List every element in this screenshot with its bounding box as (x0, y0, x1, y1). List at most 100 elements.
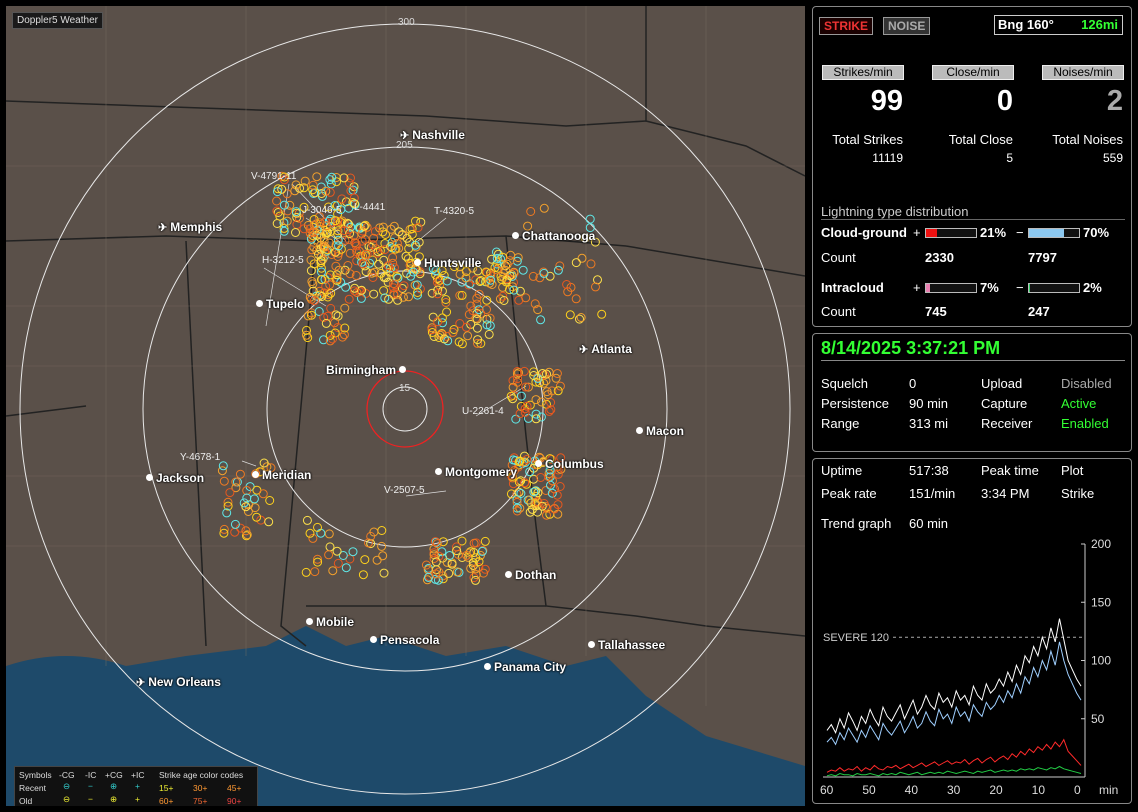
strike-marker (525, 507, 535, 517)
close-per-min-button[interactable]: Close/min (932, 65, 1014, 80)
strike-marker (471, 275, 481, 285)
plot-value[interactable]: Strike (1061, 486, 1095, 501)
strike-marker (484, 329, 494, 339)
capture-value[interactable]: Active (1061, 396, 1097, 411)
strike-marker (377, 541, 387, 551)
strike-marker (315, 290, 325, 300)
storm-label[interactable]: V-4791-11 (251, 171, 297, 182)
strike-marker (444, 568, 454, 578)
strike-marker (431, 537, 441, 547)
strike-marker (360, 555, 370, 565)
strike-marker (571, 258, 581, 268)
strike-marker (341, 197, 351, 207)
strike-marker (315, 212, 324, 222)
city-chattanooga[interactable]: Chattanooga (512, 229, 595, 243)
city-tupelo[interactable]: Tupelo (256, 297, 304, 311)
range-value[interactable]: 313 mi (909, 416, 949, 431)
strike-marker (555, 381, 565, 391)
strike-marker (499, 272, 509, 282)
ic-positive-count: 745 (925, 304, 947, 319)
peak-time-value: 3:34 PM (981, 486, 1030, 501)
storm-label[interactable]: T-4320-5 (434, 206, 475, 217)
upload-value[interactable]: Disabled (1061, 376, 1112, 391)
storm-label[interactable]: U-2261-4 (462, 406, 504, 417)
storm-label[interactable]: H-3212-5 (262, 255, 304, 266)
city-pensacola[interactable]: Pensacola (370, 633, 439, 647)
strike-marker (332, 270, 342, 280)
strike-marker (324, 238, 334, 248)
noises-per-min-value: 2 (1106, 85, 1123, 117)
strike-marker (360, 220, 370, 230)
strike-marker (439, 334, 449, 344)
datetime-display: 8/14/2025 3:37:21 PM (821, 338, 1001, 358)
noise-mode-button[interactable]: NOISE (883, 17, 931, 35)
strike-marker (305, 228, 315, 238)
city-panama-city[interactable]: Panama City (484, 660, 566, 674)
strike-marker (291, 207, 301, 217)
strike-marker (243, 507, 253, 516)
trend-graph-value[interactable]: 60 min (909, 516, 949, 531)
strike-mode-button[interactable]: STRIKE (819, 17, 874, 35)
strike-marker (249, 494, 259, 504)
city-montgomery[interactable]: Montgomery (435, 465, 517, 479)
strike-marker (509, 285, 519, 295)
city-birmingham[interactable]: Birmingham (326, 363, 409, 377)
ic-negative-count: 247 (1028, 304, 1050, 319)
city-columbus[interactable]: Columbus (535, 457, 604, 471)
storm-label[interactable]: V-2507-5 (384, 485, 425, 496)
strike-marker (330, 328, 340, 338)
strike-marker (321, 217, 331, 227)
strike-marker (313, 522, 322, 532)
city-huntsville[interactable]: Huntsville (414, 256, 481, 270)
persistence-value[interactable]: 90 min (909, 396, 949, 411)
squelch-label: Squelch (821, 376, 868, 391)
strike-marker (332, 275, 342, 285)
plot-label: Plot (1061, 463, 1084, 478)
city-jackson[interactable]: Jackson (146, 471, 204, 485)
strike-marker (350, 286, 360, 296)
city-new-orleans[interactable]: ✈ New Orleans (136, 675, 221, 689)
city-mobile[interactable]: Mobile (306, 615, 354, 629)
x-tick-label: 0 (1074, 783, 1081, 797)
y-tick-label: 200 (1091, 537, 1111, 551)
strike-marker (357, 257, 367, 267)
strike-marker (303, 311, 313, 321)
city-meridian[interactable]: Meridian (252, 468, 311, 482)
strike-marker (324, 202, 333, 212)
strikes-per-min-button[interactable]: Strikes/min (822, 65, 904, 80)
city-tallahassee[interactable]: Tallahassee (588, 638, 665, 652)
strike-marker (454, 337, 464, 347)
storm-label[interactable]: L-4441 (354, 202, 386, 213)
city-memphis[interactable]: ✈ Memphis (158, 220, 223, 234)
strike-marker (465, 548, 474, 558)
strike-marker (542, 510, 551, 520)
strike-marker (315, 286, 325, 296)
storm-label[interactable]: Y-4678-1 (180, 452, 221, 463)
strike-marker (337, 194, 347, 204)
strike-marker (505, 256, 515, 266)
plus-sign: + (913, 280, 921, 295)
strike-marker (334, 241, 343, 251)
receiver-value[interactable]: Enabled (1061, 416, 1109, 431)
strike-marker (498, 291, 508, 301)
strike-marker (358, 570, 368, 580)
ring-label-outer: 300 (398, 17, 415, 28)
squelch-value[interactable]: 0 (909, 376, 917, 391)
city-atlanta[interactable]: ✈ Atlanta (579, 342, 632, 356)
strike-marker (277, 184, 287, 194)
city-nashville[interactable]: ✈ Nashville (400, 128, 465, 142)
city-dothan[interactable]: Dothan (505, 568, 556, 582)
strike-marker (306, 255, 316, 265)
lightning-map[interactable]: Doppler5 Weather 300 205 15 ✈ Nashville ✈… (6, 6, 805, 806)
city-macon[interactable]: Macon (636, 424, 684, 438)
strike-marker (382, 264, 391, 274)
legend-recent-label: Recent (19, 783, 46, 793)
strike-marker (312, 172, 322, 182)
cg-positive-fill (926, 229, 937, 237)
strike-marker (259, 458, 269, 468)
strike-marker (435, 280, 445, 290)
noises-per-min-button[interactable]: Noises/min (1042, 65, 1124, 80)
storm-label[interactable]: J-3046-5 (302, 205, 342, 216)
strike-marker (545, 271, 555, 281)
x-tick-label: 10 (1032, 783, 1046, 797)
